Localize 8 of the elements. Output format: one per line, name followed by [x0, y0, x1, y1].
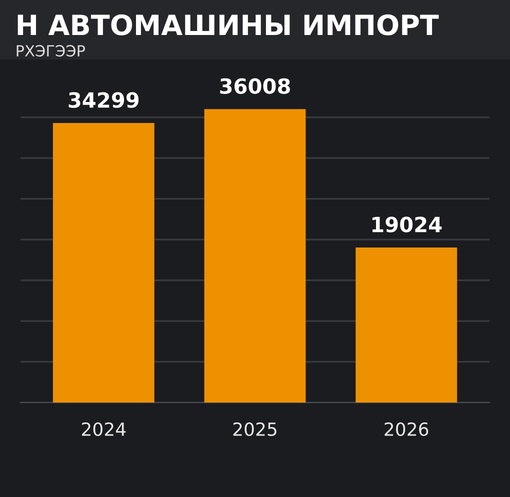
chart-title: Н АВТОМАШИНЫ ИМПОРТ — [18, 14, 439, 36]
data-label: 34299 — [68, 92, 139, 108]
data-label: 36008 — [220, 78, 290, 94]
x-tick-label: 2026 — [384, 422, 428, 436]
chart-subtitle: РХЭГЭЭР — [16, 45, 85, 57]
data-label: 19024 — [372, 216, 442, 232]
x-tick-label: 2025 — [233, 422, 276, 436]
x-tick-label: 2024 — [82, 422, 126, 436]
